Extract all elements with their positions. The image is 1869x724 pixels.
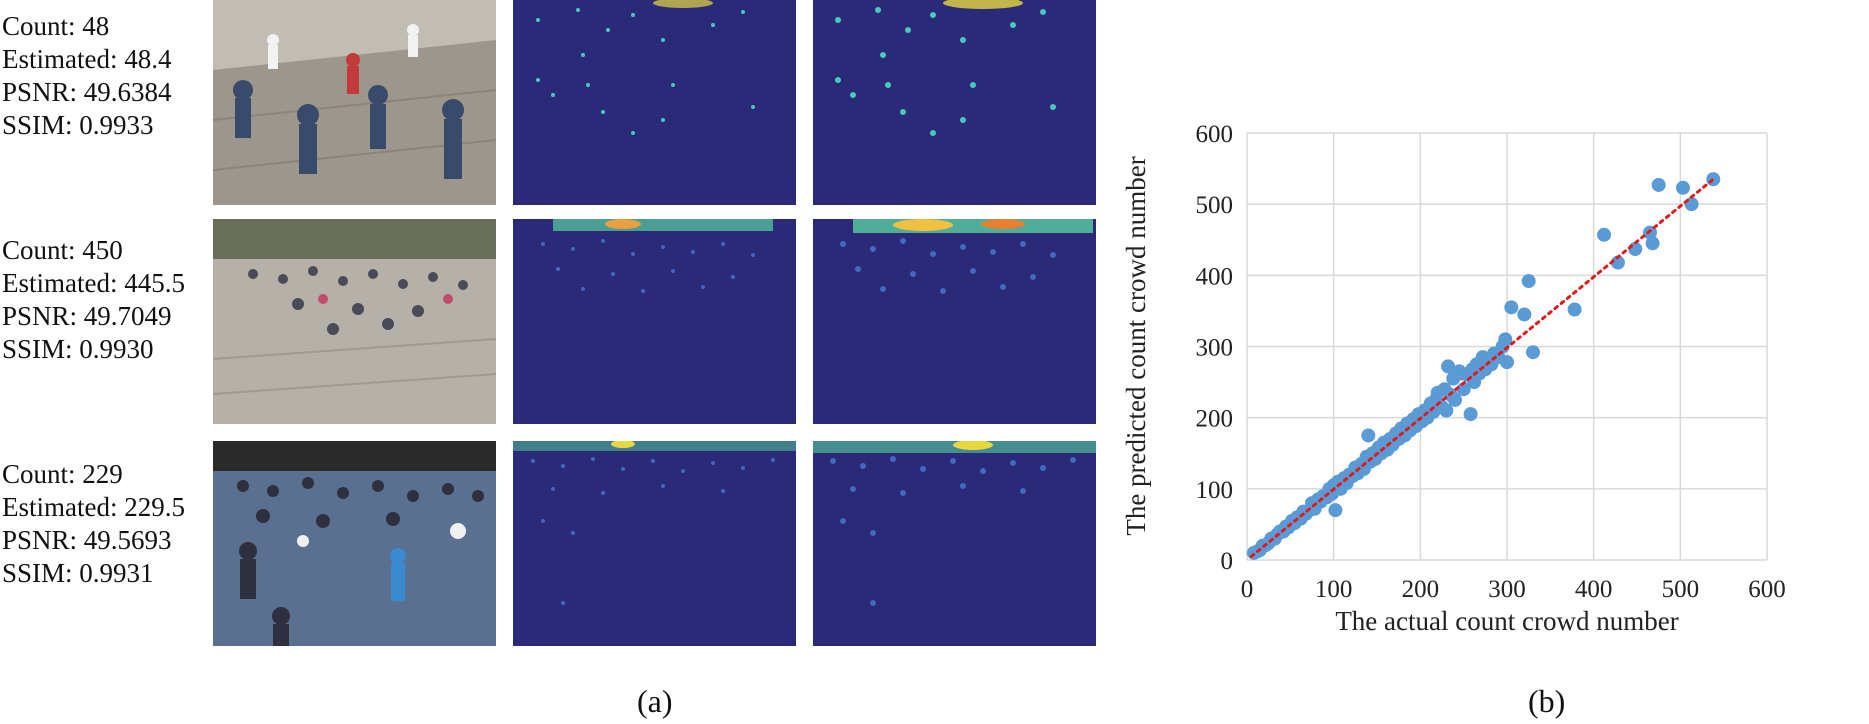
data-point [1675,180,1690,195]
row-2-psnr: PSNR: 49.7049 [2,301,172,331]
row-2-count: Count: 450 [2,235,123,265]
density-map-gt-3 [513,441,796,646]
x-tick-label: 0 [1241,576,1254,603]
y-tick-label: 600 [1196,121,1234,148]
x-axis-label: The actual count crowd number [1335,606,1678,636]
row-2-stats: Count: 450 Estimated: 445.5 PSNR: 49.704… [2,234,185,366]
y-tick-label: 100 [1196,477,1234,504]
crowd-photo-1 [213,0,496,205]
density-map-gt-1 [513,0,796,205]
panel-a-label: (a) [637,683,673,719]
crowd-photo-2 [213,219,496,424]
y-tick-label: 400 [1196,263,1234,290]
row-1-ssim: SSIM: 0.9933 [2,110,154,140]
data-point [1521,274,1536,289]
data-point [1448,392,1462,407]
y-tick-label: 0 [1221,548,1234,575]
row-1-estimated: Estimated: 48.4 [2,44,172,74]
row-2-estimated: Estimated: 445.5 [2,268,185,298]
x-tick-labels: 0 100 200 300 400 500 600 [1241,576,1786,603]
x-tick-label: 200 [1402,576,1440,603]
row-3-estimated: Estimated: 229.5 [2,492,185,522]
row-3-psnr: PSNR: 49.5693 [2,525,172,555]
data-point [1517,307,1532,322]
density-map-est-1 [813,0,1096,205]
row-3-stats: Count: 229 Estimated: 229.5 PSNR: 49.569… [2,458,185,590]
data-point [1500,355,1514,370]
data-point [1651,177,1666,192]
x-tick-label: 100 [1315,576,1353,603]
density-map-gt-2 [513,219,796,424]
row-1-psnr: PSNR: 49.6384 [2,77,172,107]
y-tick-label: 500 [1196,192,1234,219]
panel-b-label: (b) [1528,683,1566,719]
y-tick-label: 300 [1196,335,1234,362]
y-axis-label: The predicted count crowd number [1121,156,1151,535]
data-point [1328,503,1343,518]
data-point [1456,382,1471,397]
data-point [1498,332,1513,347]
trendline [1249,177,1715,558]
data-point [1610,255,1625,270]
row-3-count: Count: 229 [2,459,123,489]
density-map-est-3 [813,441,1096,646]
row-3-ssim: SSIM: 0.9931 [2,558,154,588]
data-point [1504,300,1519,315]
x-tick-label: 500 [1662,576,1700,603]
data-point [1463,407,1478,422]
x-tick-label: 400 [1575,576,1613,603]
row-2-ssim: SSIM: 0.9930 [2,334,154,364]
data-point [1526,345,1540,360]
data-point [1567,302,1582,317]
crowd-photo-3 [213,441,496,646]
data-point [1645,236,1660,251]
data-point [1361,428,1376,443]
x-tick-label: 300 [1488,576,1526,603]
y-tick-labels: 0 100 200 300 400 500 600 [1196,121,1234,575]
data-point [1441,359,1456,374]
row-1-stats: Count: 48 Estimated: 48.4 PSNR: 49.6384 … [2,10,172,142]
data-point [1439,403,1454,418]
y-tick-label: 200 [1196,406,1234,433]
row-1-count: Count: 48 [2,11,110,41]
density-map-est-2 [813,219,1096,424]
data-point [1597,227,1612,242]
x-tick-label: 600 [1748,576,1786,603]
